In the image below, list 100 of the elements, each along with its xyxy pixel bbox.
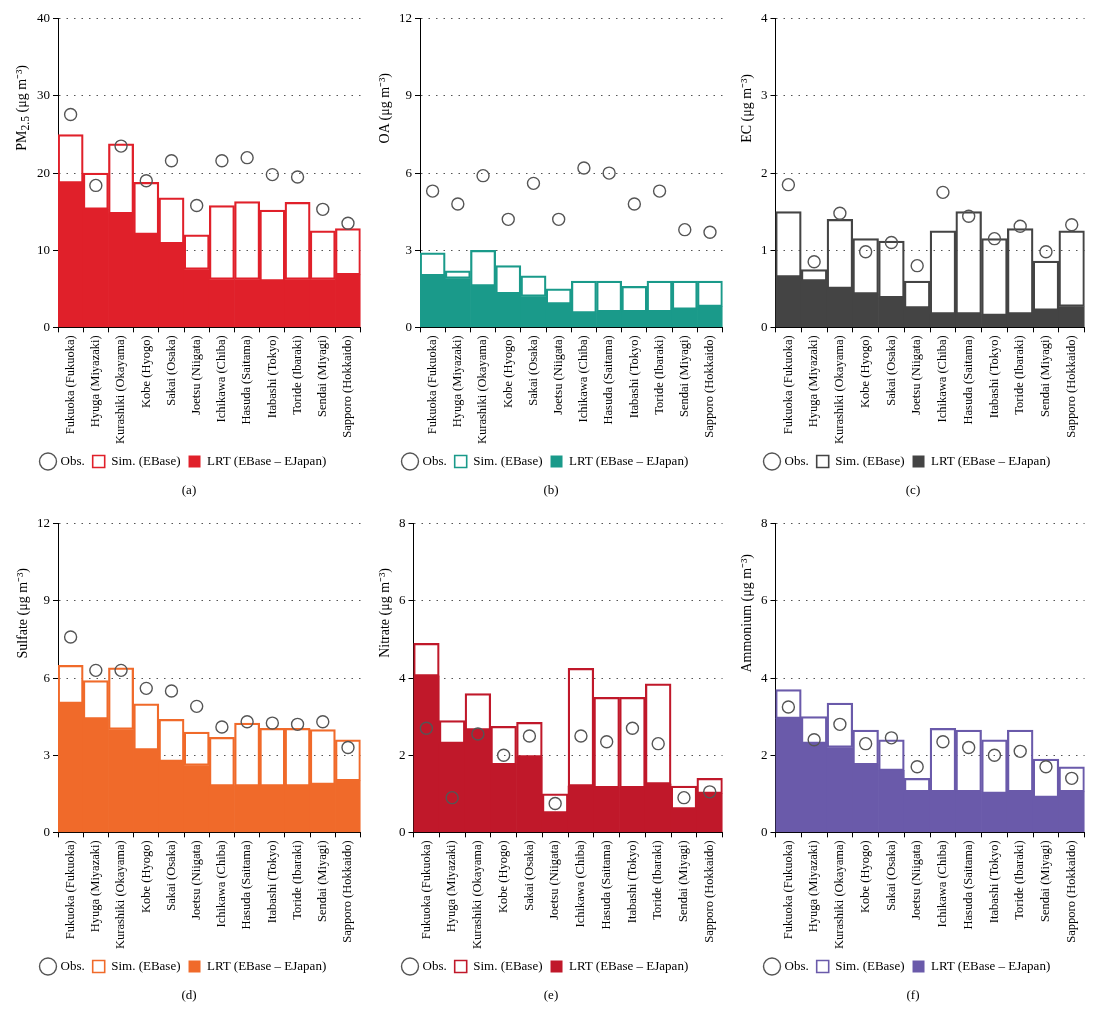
y-axis-title: OA (μg m⁻³) (375, 72, 393, 144)
x-tick-label: Kurashiki (Okayama) (470, 840, 485, 950)
legend-label: LRT (EBase – EJapan) (207, 452, 327, 468)
x-tick-label: Toride (Ibaraki) (650, 840, 665, 920)
x-tick-label: Kobe (Hyogo) (495, 840, 510, 913)
x-tick-label: Kurashiki (Okayama) (113, 335, 128, 445)
x-tick-label: Sapporo (Hokkaido) (702, 840, 716, 943)
text: (f) (906, 987, 920, 1003)
x-tick-label: Sendai (Miyagi) (315, 840, 330, 922)
x-tick-label: Itabashi (Tokyo) (626, 335, 641, 419)
y-tick-label: 30 (37, 87, 50, 103)
x-tick-label: Ichikawa (Chiba) (935, 335, 950, 423)
legend-label: LRT (EBase – EJapan) (207, 957, 327, 973)
y-tick-label: 0 (405, 318, 412, 334)
x-tick-label: Joetsu (Niigata) (550, 335, 565, 415)
x-tick-label: Joetsu (Niigata) (909, 840, 924, 920)
x-tick-label: Kobe (Hyogo) (138, 840, 153, 913)
x-tick-label: Sapporo (Hokkaido) (1064, 335, 1078, 438)
y-axis-title: Ammonium (μg m⁻³) (737, 553, 755, 673)
x-tick-label: Kurashiki (Okayama) (832, 840, 847, 950)
x-tick-label: Fukuoka (Fukuoka) (424, 335, 439, 435)
y-tick-label: 6 (405, 164, 413, 180)
x-tick-label: Kobe (Hyogo) (500, 335, 515, 408)
x-tick-label: Hyuga (Miyazaki) (88, 840, 103, 933)
x-tick-label: Sakai (Osaka) (163, 840, 178, 911)
x-tick-label: Hasuda (Saitama) (960, 335, 975, 425)
x-tick-label: Hasuda (Saitama) (601, 335, 616, 425)
x-tick-label: Hasuda (Saitama) (239, 335, 254, 425)
legend-label: Obs. (784, 452, 809, 468)
legend-label: LRT (EBase – EJapan) (931, 452, 1051, 468)
legend-label: Sim. (EBase) (835, 452, 905, 468)
y-tick-label: 9 (43, 592, 50, 608)
x-tick-label: Hyuga (Miyazaki) (806, 335, 821, 428)
y-tick-label: 6 (399, 592, 406, 608)
x-tick-label: Itabashi (Tokyo) (624, 840, 639, 924)
x-tick-label: Kurashiki (Okayama) (832, 335, 847, 445)
y-tick-label: 2 (399, 746, 406, 762)
x-tick-label: Sendai (Miyagi) (1038, 840, 1053, 922)
legend-label: Sim. (EBase) (111, 957, 181, 973)
legend-label: Obs. (422, 452, 447, 468)
x-tick-label: Kobe (Hyogo) (857, 335, 872, 408)
y-tick-label: 20 (37, 164, 50, 180)
legend-label: Obs. (60, 957, 85, 973)
x-tick-label: Ichikawa (Chiba) (935, 840, 950, 928)
y-tick-label: 3 (405, 241, 412, 257)
x-tick-label: Fukuoka (Fukuoka) (62, 335, 77, 435)
x-tick-label: Hasuda (Saitama) (598, 840, 613, 930)
y-tick-label: 8 (761, 515, 768, 531)
x-tick-label: Sakai (Osaka) (883, 840, 898, 911)
x-tick-label: Itabashi (Tokyo) (264, 840, 279, 924)
x-tick-label: Toride (Ibaraki) (1012, 335, 1027, 415)
x-tick-label: Joetsu (Niigata) (188, 335, 203, 415)
y-tick-label: 6 (761, 592, 768, 608)
y-tick-label: 12 (37, 515, 50, 531)
y-tick-label: 1 (761, 241, 768, 257)
y-tick-label: 10 (37, 241, 50, 257)
y-tick-label: 0 (761, 823, 768, 839)
x-tick-label: Sendai (Miyagi) (677, 335, 692, 417)
x-tick-label: Ichikawa (Chiba) (576, 335, 591, 423)
legend-label: LRT (EBase – EJapan) (569, 957, 689, 973)
legend-label: Sim. (EBase) (111, 452, 181, 468)
y-tick-label: 0 (761, 318, 768, 334)
x-tick-label: Fukuoka (Fukuoka) (418, 840, 433, 940)
text: (e) (543, 987, 559, 1003)
x-tick-label: Sendai (Miyagi) (315, 335, 330, 417)
y-axis-title: EC (μg m⁻³) (737, 73, 755, 143)
y-tick-label: 2 (761, 746, 768, 762)
x-tick-label: Itabashi (Tokyo) (986, 840, 1001, 924)
x-tick-label: Toride (Ibaraki) (1012, 840, 1027, 920)
x-tick-label: Hyuga (Miyazaki) (806, 840, 821, 933)
x-tick-label: Hyuga (Miyazaki) (450, 335, 465, 428)
text: (b) (543, 482, 559, 498)
x-tick-label: Sapporo (Hokkaido) (1064, 840, 1078, 943)
x-tick-label: Kobe (Hyogo) (138, 335, 153, 408)
legend-label: Obs. (784, 957, 809, 973)
x-tick-label: Kurashiki (Okayama) (475, 335, 490, 445)
x-tick-label: Ichikawa (Chiba) (214, 840, 229, 928)
x-tick-label: Kobe (Hyogo) (857, 840, 872, 913)
y-tick-label: 0 (43, 318, 50, 334)
text: (c) (905, 482, 921, 498)
y-axis-title: Nitrate (μg m⁻³) (375, 568, 393, 658)
y-tick-label: 4 (761, 10, 768, 26)
x-tick-label: Hyuga (Miyazaki) (444, 840, 459, 933)
y-tick-label: 3 (761, 87, 768, 103)
x-tick-label: Toride (Ibaraki) (289, 335, 304, 415)
x-tick-label: Fukuoka (Fukuoka) (780, 335, 795, 435)
x-tick-label: Hasuda (Saitama) (239, 840, 254, 930)
legend-label: Obs. (60, 452, 85, 468)
x-tick-label: Sakai (Osaka) (525, 335, 540, 406)
x-tick-label: Sapporo (Hokkaido) (340, 840, 355, 943)
x-tick-label: Fukuoka (Fukuoka) (780, 840, 795, 940)
x-tick-label: Sendai (Miyagi) (1038, 335, 1053, 417)
x-tick-label: Sakai (Osaka) (883, 335, 898, 406)
y-axis-title: Sulfate (μg m⁻³) (13, 567, 31, 659)
x-tick-label: Toride (Ibaraki) (651, 335, 666, 415)
x-tick-label: Hasuda (Saitama) (960, 840, 975, 930)
text: (a) (181, 482, 197, 498)
legend-label: LRT (EBase – EJapan) (931, 957, 1051, 973)
legend-label: Obs. (422, 957, 447, 973)
y-tick-label: 8 (399, 515, 406, 531)
